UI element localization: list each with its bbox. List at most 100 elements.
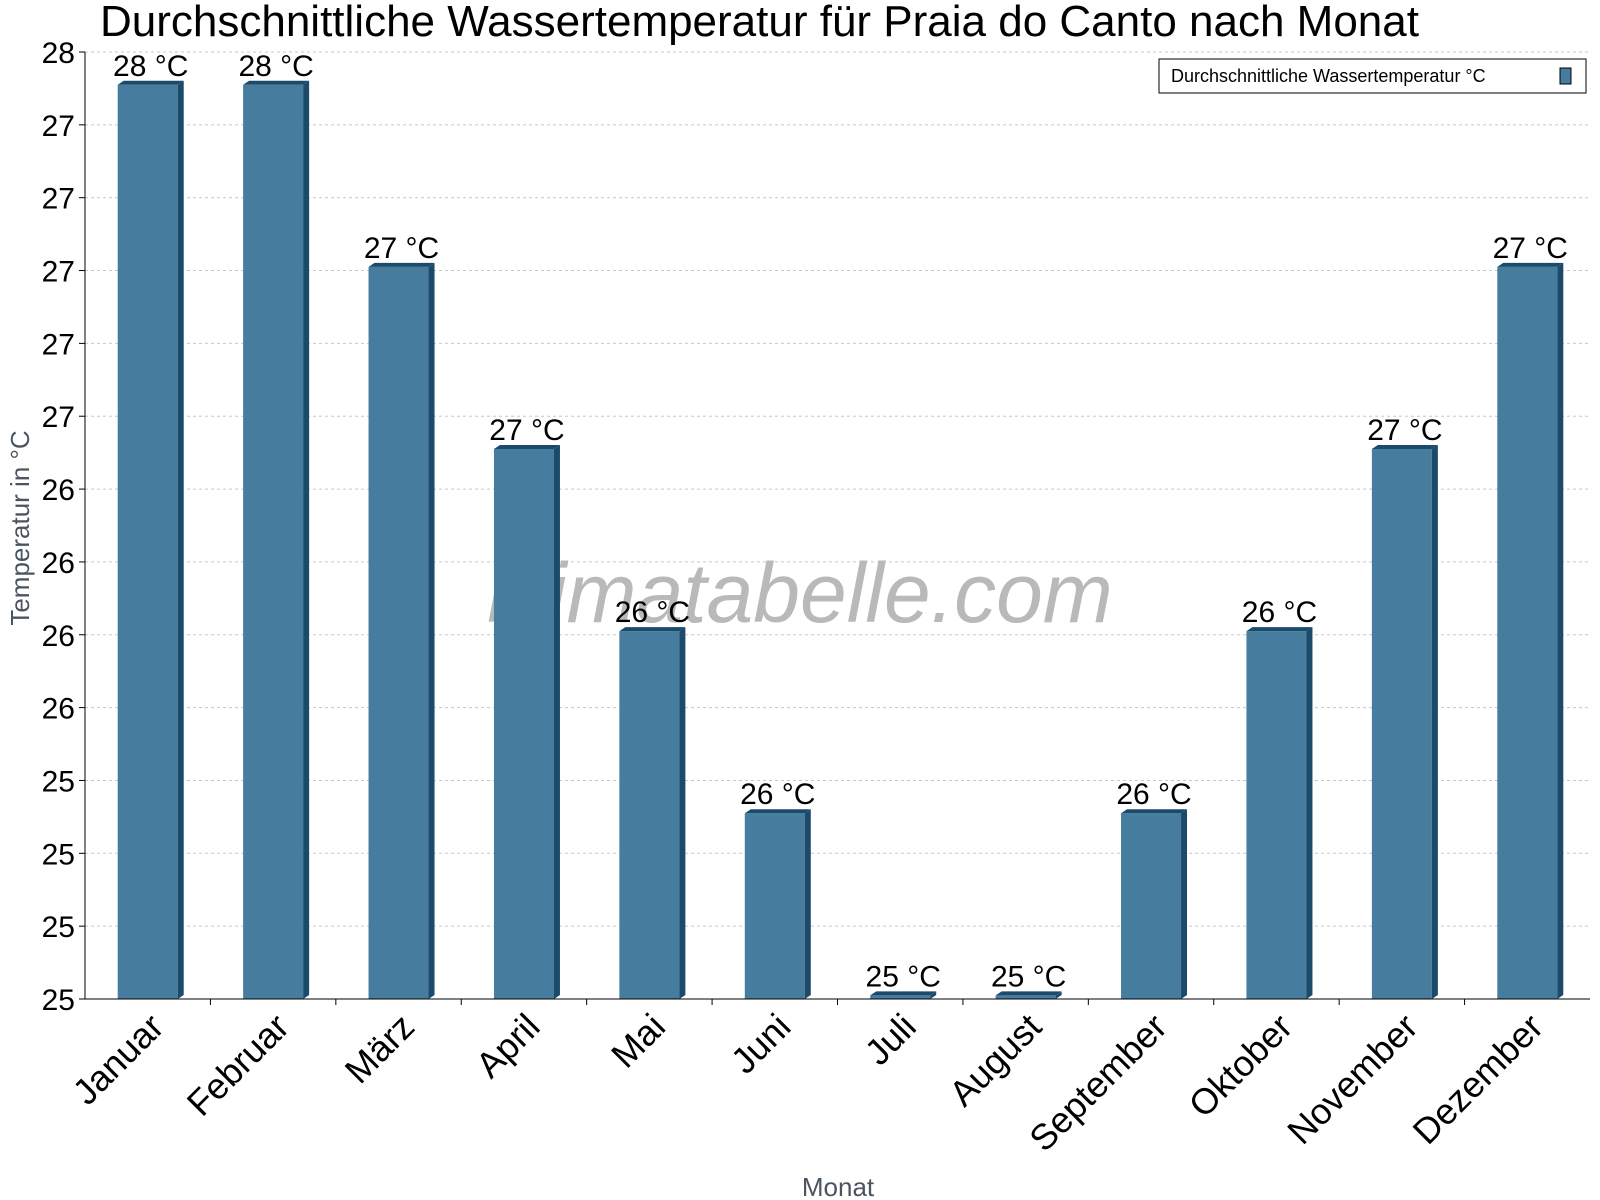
data-labels: 28 °C 28 °C 27 °C 27 °C 26 °C 26 °C 25 °C 25 °C… [113,50,1568,994]
data-label: 28 °C [113,50,188,83]
bar [1497,262,1564,1000]
legend-box [1158,58,1587,94]
y-tick-label: 26 [42,474,75,507]
legend: Durchschnittliche Wassertemperatur °C [1158,58,1587,94]
y-tick-label: 28 [42,37,75,70]
bars [117,80,1564,1000]
data-label: 27 °C [1367,414,1442,447]
bar-side [1431,445,1438,999]
bar-top [995,991,1062,996]
bar [995,991,1062,999]
x-tick-label: April [468,1006,548,1086]
bar-side [177,80,184,1000]
x-tick-label: Februar [179,1006,297,1124]
bar-front [1121,813,1182,999]
x-tick-label: März [337,1006,423,1092]
y-tick-label: 25 [42,838,75,871]
bar [243,80,310,1000]
bar-top [493,445,560,450]
x-tick-label: Juni [723,1006,799,1082]
bar-top [744,809,811,814]
bar [368,262,435,1000]
x-tick-label: Dezember [1405,1006,1551,1152]
y-tick-label: 25 [42,984,75,1017]
y-tick-labels: 25 25 25 25 26 26 26 26 27 27 27 27 27 28 [42,37,75,1017]
bar-side [804,809,811,999]
x-axis-title: Monat [802,1172,875,1200]
x-tick-label: Juli [857,1006,924,1073]
data-label: 26 °C [615,596,690,629]
legend-swatch [1559,67,1572,85]
gridlines [85,51,1590,927]
bar [619,627,686,999]
x-tick-label: Oktober [1181,1006,1301,1126]
y-tick-label: 27 [42,183,75,216]
x-tick-label: September [1021,1006,1175,1160]
y-tick-label: 25 [42,765,75,798]
bar-top [243,80,310,85]
bar-top [1121,809,1188,814]
y-tick-label: 26 [42,620,75,653]
data-label: 25 °C [991,960,1066,993]
y-tick-label: 25 [42,911,75,944]
bar-front [995,995,1056,999]
bar-front [870,995,931,999]
bar [117,80,184,1000]
bar-side [930,991,937,999]
x-tick-label: Januar [65,1006,172,1113]
bar [493,445,560,999]
bar-side [553,445,560,999]
axes [79,51,1590,1005]
bar-front [1246,631,1307,999]
y-tick-label: 26 [42,693,75,726]
x-tick-label: August [941,1006,1049,1114]
data-label: 27 °C [1493,232,1568,265]
bar [744,809,811,999]
bar-top [619,627,686,632]
bar-front [243,84,304,1000]
bar-top [117,80,184,85]
bar-side [1181,809,1188,999]
y-tick-label: 26 [42,547,75,580]
bar [870,991,937,999]
data-label: 26 °C [1242,596,1317,629]
bar-front [117,84,178,1000]
bar-side [1055,991,1062,999]
y-tick-label: 27 [42,256,75,289]
x-tick-label: Mai [603,1006,673,1076]
bar-top [870,991,937,996]
chart-title: Durchschnittliche Wassertemperatur für P… [100,0,1419,46]
x-tick-label: November [1279,1006,1425,1152]
data-label: 27 °C [364,232,439,265]
bar [1371,445,1438,999]
y-axis-title: Temperatur in °C [5,430,35,625]
bar-top [1497,262,1564,267]
bar [1121,809,1188,999]
bar-front [744,813,805,999]
watermark: klimatabelle.com [487,546,1113,640]
x-tick-labels: Januar Februar März April Mai Juni Juli AugustS… [65,1006,1551,1160]
bar-top [368,262,435,267]
bar-side [679,627,686,999]
data-label: 28 °C [238,50,313,83]
bar-front [1371,449,1432,999]
bar-side [1306,627,1313,999]
legend-label: Durchschnittliche Wassertemperatur °C [1171,66,1486,86]
data-label: 26 °C [1116,778,1191,811]
y-tick-label: 27 [42,401,75,434]
data-label: 26 °C [740,778,815,811]
bar-front [493,449,554,999]
y-tick-label: 27 [42,328,75,361]
bar-front [368,266,429,1000]
bar-top [1246,627,1313,632]
bar-front [619,631,680,999]
bar-front [1497,266,1558,1000]
bar-top [1371,445,1438,450]
bar-side [1557,262,1564,1000]
data-label: 25 °C [866,960,941,993]
y-tick-label: 27 [42,110,75,143]
bar-side [428,262,435,1000]
data-label: 27 °C [489,414,564,447]
bar [1246,627,1313,999]
